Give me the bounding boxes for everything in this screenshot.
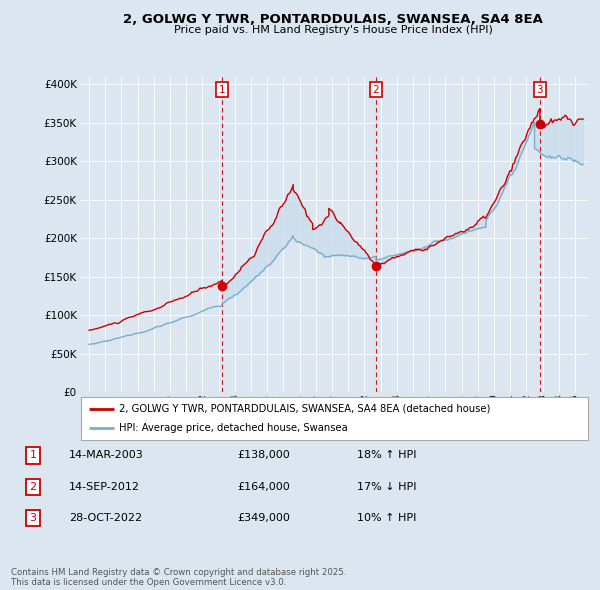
Text: 2: 2 (373, 84, 379, 94)
Text: 14-MAR-2003: 14-MAR-2003 (69, 451, 144, 460)
Text: £349,000: £349,000 (237, 513, 290, 523)
Text: 1: 1 (218, 84, 225, 94)
Text: 1: 1 (29, 451, 37, 460)
Text: 3: 3 (536, 84, 543, 94)
Text: 10% ↑ HPI: 10% ↑ HPI (357, 513, 416, 523)
Text: 2: 2 (29, 482, 37, 491)
Text: 14-SEP-2012: 14-SEP-2012 (69, 482, 140, 491)
Text: £138,000: £138,000 (237, 451, 290, 460)
Text: Contains HM Land Registry data © Crown copyright and database right 2025.
This d: Contains HM Land Registry data © Crown c… (11, 568, 346, 587)
Text: 17% ↓ HPI: 17% ↓ HPI (357, 482, 416, 491)
Text: Price paid vs. HM Land Registry's House Price Index (HPI): Price paid vs. HM Land Registry's House … (173, 25, 493, 35)
Text: 3: 3 (29, 513, 37, 523)
Text: HPI: Average price, detached house, Swansea: HPI: Average price, detached house, Swan… (119, 423, 348, 433)
Text: 18% ↑ HPI: 18% ↑ HPI (357, 451, 416, 460)
Text: 28-OCT-2022: 28-OCT-2022 (69, 513, 142, 523)
Text: £164,000: £164,000 (237, 482, 290, 491)
Text: 2, GOLWG Y TWR, PONTARDDULAIS, SWANSEA, SA4 8EA (detached house): 2, GOLWG Y TWR, PONTARDDULAIS, SWANSEA, … (119, 404, 490, 414)
Text: 2, GOLWG Y TWR, PONTARDDULAIS, SWANSEA, SA4 8EA: 2, GOLWG Y TWR, PONTARDDULAIS, SWANSEA, … (123, 13, 543, 26)
